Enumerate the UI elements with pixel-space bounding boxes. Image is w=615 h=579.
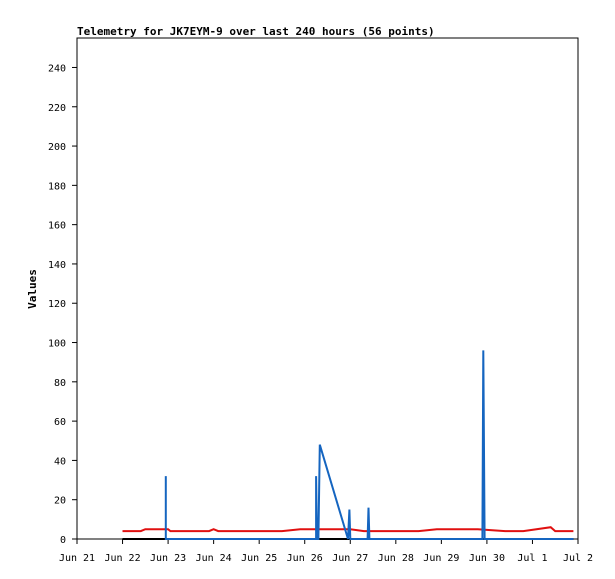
x-tick-label: Jun 26 (287, 553, 323, 564)
red-series-line (122, 526, 574, 533)
y-tick-label: 80 (54, 378, 66, 389)
y-tick-label: 220 (48, 103, 66, 114)
x-axis: Jun 21 Jun 22 Jun 23 Jun 24 Jun 25 Jun 26 Jun … (59, 539, 593, 564)
x-tick-label: Jul 1 (517, 553, 547, 564)
x-tick-label: Jun 21 (59, 553, 95, 564)
x-tick-label: Jun 29 (423, 553, 459, 564)
y-tick-label: 200 (48, 142, 66, 153)
y-tick-label: 20 (54, 496, 66, 507)
x-tick-label: Jun 27 (332, 553, 368, 564)
blue-series-line (164, 350, 574, 540)
y-axis-label: Values (26, 269, 39, 309)
x-tick-label: Jun 22 (104, 553, 140, 564)
y-tick-label: 60 (54, 417, 66, 428)
y-tick-label: 40 (54, 456, 66, 467)
plot-area (122, 350, 574, 540)
x-tick-label: Jul 2 (563, 553, 593, 564)
y-tick-label: 100 (48, 339, 66, 350)
x-tick-label: Jun 30 (469, 553, 505, 564)
x-tick-label: Jun 24 (196, 553, 232, 564)
x-tick-label: Jun 23 (150, 553, 186, 564)
y-tick-label: 240 (48, 63, 66, 74)
chart-title: Telemetry for JK7EYM-9 over last 240 hou… (77, 25, 435, 38)
y-tick-label: 120 (48, 299, 66, 310)
x-tick-label: Jun 28 (378, 553, 414, 564)
y-tick-label: 140 (48, 260, 66, 271)
x-tick-label: Jun 25 (241, 553, 277, 564)
y-tick-label: 0 (60, 535, 66, 546)
y-axis: 0 20 40 60 80 100 120 140 160 180 200 220 240 (48, 63, 77, 546)
plot-frame (76, 37, 579, 540)
y-tick-label: 180 (48, 181, 66, 192)
y-tick-label: 160 (48, 221, 66, 232)
